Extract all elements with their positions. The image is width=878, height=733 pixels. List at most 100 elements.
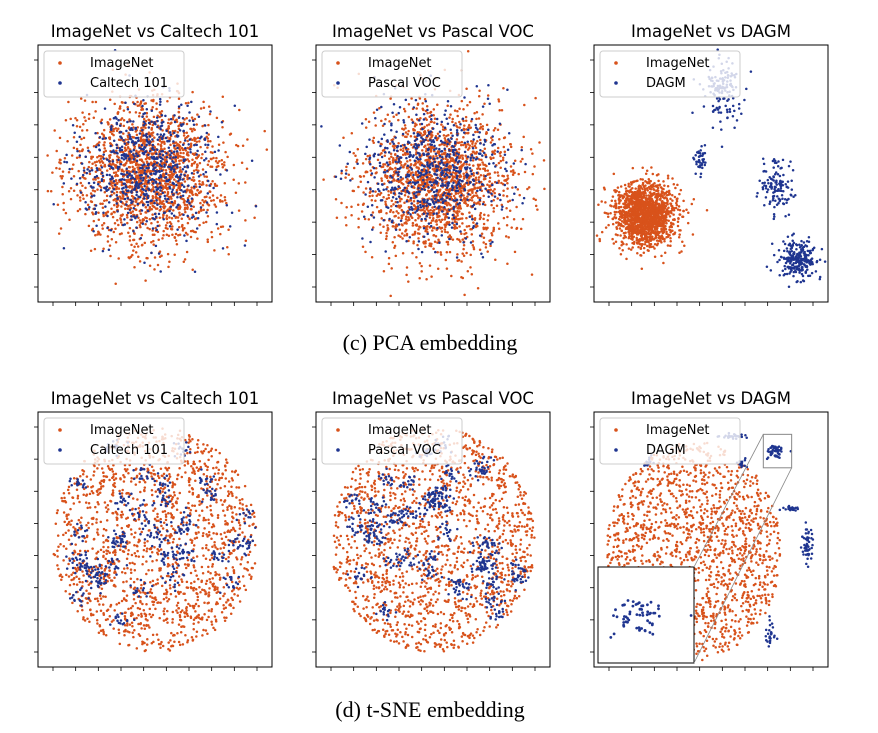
data-point xyxy=(159,145,163,148)
data-point xyxy=(124,101,127,104)
data-point xyxy=(191,158,194,161)
data-point xyxy=(397,177,400,181)
data-point xyxy=(138,111,141,115)
data-point xyxy=(99,202,102,205)
data-point xyxy=(376,193,380,196)
data-point xyxy=(130,160,133,164)
data-point xyxy=(515,226,519,230)
data-point xyxy=(428,216,432,219)
data-point xyxy=(345,169,348,172)
data-point xyxy=(165,180,168,183)
data-point xyxy=(468,146,471,150)
data-point xyxy=(523,170,527,174)
data-point xyxy=(152,239,155,243)
data-point xyxy=(198,140,201,143)
data-point xyxy=(122,170,125,173)
data-point xyxy=(129,119,132,123)
data-point xyxy=(455,222,459,226)
data-point xyxy=(457,147,461,151)
data-point xyxy=(183,139,187,142)
data-point xyxy=(196,149,199,153)
data-point xyxy=(142,123,145,127)
data-point xyxy=(166,182,169,186)
data-point xyxy=(171,233,174,237)
data-point xyxy=(479,174,483,177)
data-point xyxy=(397,171,400,174)
data-point xyxy=(100,166,104,169)
data-point xyxy=(92,181,96,185)
data-point xyxy=(138,260,142,263)
data-point xyxy=(491,138,494,142)
data-point xyxy=(178,181,181,185)
data-point xyxy=(186,139,189,143)
data-point xyxy=(459,207,463,210)
data-point xyxy=(206,163,210,166)
data-point xyxy=(387,189,390,193)
data-point xyxy=(490,203,493,207)
data-point xyxy=(214,159,218,163)
data-point xyxy=(159,133,163,136)
data-point xyxy=(121,173,125,176)
data-point xyxy=(402,182,405,186)
data-point xyxy=(186,134,190,138)
data-point xyxy=(434,180,437,184)
data-point xyxy=(203,175,206,178)
data-point xyxy=(180,124,183,128)
data-point xyxy=(414,211,417,214)
data-point xyxy=(175,180,178,183)
data-point xyxy=(174,232,178,236)
data-point xyxy=(140,185,144,189)
data-point xyxy=(390,267,393,270)
data-point xyxy=(120,136,123,140)
data-point xyxy=(421,149,424,152)
data-point xyxy=(87,181,91,185)
data-point xyxy=(87,165,91,169)
data-point xyxy=(82,169,86,172)
data-point xyxy=(408,208,412,211)
data-point xyxy=(405,156,408,160)
data-point xyxy=(368,138,371,141)
data-point xyxy=(99,154,103,158)
data-point xyxy=(154,180,158,184)
data-point xyxy=(81,129,84,132)
data-point xyxy=(446,104,449,107)
data-point xyxy=(128,111,132,114)
data-point xyxy=(213,249,216,252)
data-point xyxy=(125,203,128,206)
data-point xyxy=(484,187,487,190)
data-point xyxy=(472,174,475,177)
data-point xyxy=(156,183,159,186)
data-point xyxy=(167,146,171,150)
data-point xyxy=(498,138,501,141)
data-point xyxy=(102,222,106,225)
data-point xyxy=(144,222,147,226)
data-point xyxy=(156,220,159,224)
data-point xyxy=(389,128,393,132)
data-point xyxy=(183,180,187,183)
data-point xyxy=(115,202,119,205)
data-point xyxy=(493,188,496,191)
data-point xyxy=(469,266,472,269)
data-point xyxy=(406,160,409,163)
data-point xyxy=(205,195,208,198)
data-point xyxy=(381,149,385,152)
data-point xyxy=(421,127,424,131)
data-point xyxy=(465,174,468,177)
data-point xyxy=(407,216,410,219)
data-point xyxy=(513,171,516,175)
data-point xyxy=(405,180,408,183)
data-point xyxy=(188,176,191,180)
data-point xyxy=(678,233,681,236)
data-point xyxy=(619,253,623,256)
data-point xyxy=(168,170,172,174)
data-point xyxy=(70,154,74,157)
data-point xyxy=(120,148,124,152)
data-point xyxy=(151,229,154,232)
data-point xyxy=(94,145,98,149)
data-point xyxy=(118,107,122,110)
data-point xyxy=(195,123,198,126)
data-point xyxy=(112,127,116,131)
data-point xyxy=(164,197,167,200)
data-point xyxy=(159,185,162,189)
data-point xyxy=(92,194,96,197)
